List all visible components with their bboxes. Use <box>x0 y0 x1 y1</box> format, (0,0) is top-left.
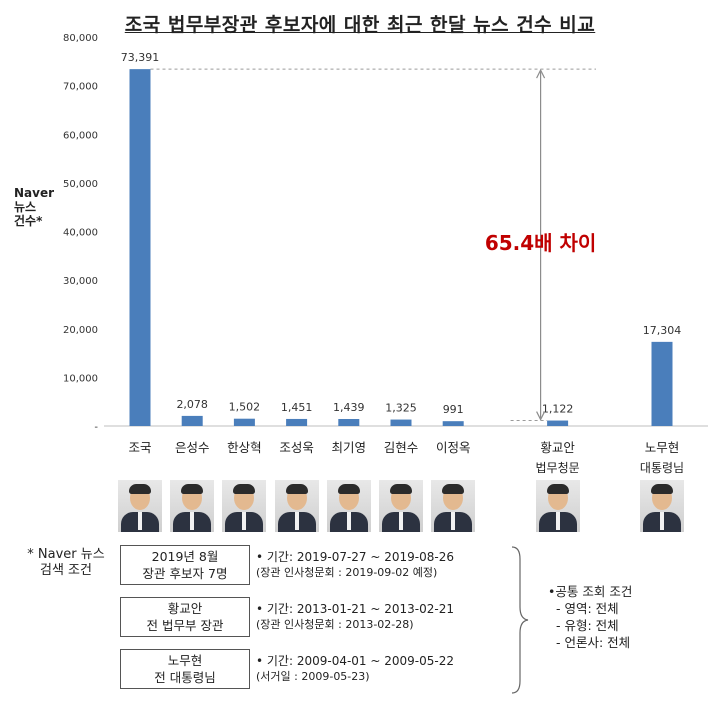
condition-detail-2: • 기간: 2013-01-21 ~ 2013-02-21 (장관 인사청문회 … <box>256 601 511 633</box>
category-label: 조국 <box>128 440 151 455</box>
y-tick-label: 40,000 <box>63 228 98 239</box>
common-conditions-press: - 언론사: 전체 <box>556 635 631 650</box>
bar-value-label: 1,122 <box>542 403 574 416</box>
arrow-head-up <box>536 68 546 79</box>
common-conditions-area: - 영역: 전체 <box>556 601 619 616</box>
category-label: 조성욱 <box>279 440 314 455</box>
condition-detail-3: • 기간: 2009-04-01 ~ 2009-05-22 (서거일 : 200… <box>256 653 511 685</box>
arrow-head-down <box>536 411 546 421</box>
y-tick-label: 80,000 <box>63 33 98 44</box>
condition-box-1-line-1: 2019년 8월 <box>151 549 219 564</box>
y-tick-label: - <box>94 422 98 433</box>
chart-title: 조국 법무부장관 후보자에 대한 최근 한달 뉴스 건수 비교 <box>124 14 596 36</box>
condition-detail-1: • 기간: 2019-07-27 ~ 2019-08-26 (장관 인사청문회 … <box>256 549 511 581</box>
y-tick-label: 50,000 <box>63 179 98 190</box>
condition-note-3: (서거일 : 2009-05-23) <box>256 670 370 683</box>
condition-box-3-line-2: 전 대통령님 <box>154 670 216 685</box>
category-sub-label: 대통령님 <box>640 461 684 475</box>
conditions-label-line-2: 검색 조건 <box>40 563 92 578</box>
bar-value-label: 1,502 <box>229 401 261 414</box>
bar <box>286 418 308 426</box>
common-conditions-title: •공통 조회 조건 <box>548 584 633 599</box>
condition-box-3: 노무현 전 대통령님 <box>120 649 250 689</box>
y-tick-label: 20,000 <box>63 325 98 336</box>
category-label: 황교안 <box>540 440 575 455</box>
y-axis-label-line-1: Naver <box>14 186 55 200</box>
y-axis-label-line-2: 뉴스 <box>14 200 37 214</box>
bar-value-label: 1,451 <box>281 401 313 414</box>
category-label: 한상혁 <box>227 440 262 455</box>
bar <box>338 419 360 426</box>
condition-box-1-line-2: 장관 후보자 7명 <box>142 566 228 581</box>
category-label: 최기영 <box>332 440 367 455</box>
bar-value-label: 1,325 <box>385 402 417 415</box>
condition-box-2-line-1: 황교안 <box>167 601 203 616</box>
y-tick-label: 30,000 <box>63 276 98 287</box>
candidate-photo <box>170 480 215 532</box>
y-axis-label-line-3: 건수* <box>14 214 43 228</box>
bar-value-label: 17,304 <box>643 324 682 337</box>
category-label: 노무현 <box>645 440 680 455</box>
condition-box-3-line-1: 노무현 <box>167 653 203 668</box>
bar <box>442 421 464 426</box>
condition-period-2: • 기간: 2013-01-21 ~ 2013-02-21 <box>256 602 454 616</box>
category-label: 이정옥 <box>436 440 471 455</box>
bar <box>233 418 255 426</box>
y-tick-label: 60,000 <box>63 130 98 141</box>
condition-note-1: (장관 인사청문회 : 2019-09-02 예정) <box>256 566 438 579</box>
category-label: 은성수 <box>175 440 210 455</box>
condition-box-2: 황교안 전 법무부 장관 <box>120 597 250 637</box>
conditions-label: * Naver 뉴스 검색 조건 <box>16 547 116 579</box>
common-conditions-type: - 유형: 전체 <box>556 618 619 633</box>
candidate-photo <box>379 480 423 532</box>
bar <box>547 420 569 426</box>
candidate-photo <box>326 480 371 532</box>
bar <box>651 341 673 426</box>
y-tick-label: 10,000 <box>63 373 98 384</box>
y-tick-label: 70,000 <box>63 82 98 93</box>
bar-chart: - 10,000 20,000 30,000 40,000 50,000 60,000 70,… <box>63 33 708 475</box>
conditions-brace <box>511 546 529 694</box>
bar-value-label: 2,078 <box>176 398 208 411</box>
candidate-photo <box>640 480 684 532</box>
condition-period-1: • 기간: 2019-07-27 ~ 2019-08-26 <box>256 550 454 564</box>
condition-period-3: • 기간: 2009-04-01 ~ 2009-05-22 <box>256 654 454 668</box>
bar-value-label: 73,391 <box>121 51 160 64</box>
y-axis-label: Naver 뉴스 건수* <box>14 186 74 228</box>
bar <box>129 69 151 426</box>
common-conditions: •공통 조회 조건 - 영역: 전체 - 유형: 전체 - 언론사: 전체 <box>548 583 718 651</box>
condition-box-1: 2019년 8월 장관 후보자 7명 <box>120 545 250 585</box>
condition-note-2: (장관 인사청문회 : 2013-02-28) <box>256 618 414 631</box>
candidate-photo <box>118 480 162 532</box>
bar <box>181 415 203 426</box>
candidate-photo <box>535 480 580 532</box>
difference-annotation: 65.4배 차이 <box>485 231 597 255</box>
bar-value-label: 1,439 <box>333 401 365 414</box>
category-label: 김현수 <box>384 440 419 455</box>
condition-box-2-line-2: 전 법무부 장관 <box>146 618 224 633</box>
conditions-label-line-1: * Naver 뉴스 <box>27 547 105 562</box>
candidate-photo <box>431 480 476 532</box>
candidate-photo <box>274 480 319 532</box>
candidate-photo <box>222 480 267 532</box>
bar-value-label: 991 <box>443 403 464 416</box>
bar <box>390 419 412 426</box>
category-sub-label: 법무청문 <box>536 461 580 475</box>
